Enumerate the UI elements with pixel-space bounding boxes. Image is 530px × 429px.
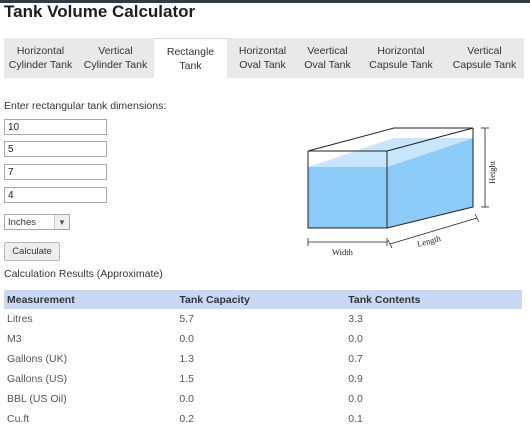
contents-cell: 0.9 xyxy=(348,373,363,385)
tab-rectangle[interactable]: Rectangle Tank xyxy=(154,38,227,78)
contents-cell: 0.7 xyxy=(348,353,363,365)
tab-vertical-oval[interactable]: Veertical Oval Tank xyxy=(298,38,357,78)
length-input[interactable] xyxy=(4,119,107,135)
capacity-cell: 1.3 xyxy=(179,353,194,365)
chevron-down-icon: ▼ xyxy=(54,215,69,229)
dimensions-prompt: Enter rectangular tank dimensions: xyxy=(4,100,167,112)
contents-cell: 3.3 xyxy=(348,313,363,325)
contents-cell: 0.1 xyxy=(348,413,363,425)
tab-vertical-capsule[interactable]: Vertical Capsule Tank xyxy=(445,38,524,78)
measurement-cell: Gallons (UK) xyxy=(7,353,68,365)
page-title: Tank Volume Calculator xyxy=(4,2,196,21)
width-label: Width xyxy=(332,247,354,257)
tab-label: Horizontal Cylinder Tank xyxy=(8,45,73,71)
unit-select[interactable]: Inches ▼ xyxy=(4,214,70,230)
tab-horizontal-capsule[interactable]: Horizontal Capsule Tank xyxy=(357,38,445,78)
column-header-capacity: Tank Capacity xyxy=(176,290,346,309)
table-row: Litres 5.7 3.3 xyxy=(4,309,522,329)
table-row: BBL (US Oil) 0.0 0.0 xyxy=(4,389,522,409)
tab-label: Rectangle Tank xyxy=(166,45,215,72)
capacity-cell: 1.5 xyxy=(179,373,194,385)
tank-outline-top xyxy=(307,127,474,152)
tab-label: Vertical Cylinder Tank xyxy=(83,45,148,71)
tab-horizontal-cylinder[interactable]: Horizontal Cylinder Tank xyxy=(4,38,77,78)
capacity-cell: 5.7 xyxy=(179,313,194,325)
liquid-front-face xyxy=(308,167,387,228)
table-row: Gallons (UK) 1.3 0.7 xyxy=(4,349,522,369)
capacity-cell: 0.2 xyxy=(179,413,194,425)
tab-label: Vertical Capsule Tank xyxy=(452,45,517,71)
unit-select-value: Inches xyxy=(8,217,36,228)
capacity-cell: 0.0 xyxy=(179,333,194,345)
calculate-button[interactable]: Calculate xyxy=(4,242,60,261)
measurement-cell: M3 xyxy=(7,333,22,345)
tab-label: Veertical Oval Tank xyxy=(304,45,351,71)
fill-depth-input[interactable] xyxy=(4,187,107,203)
height-input[interactable] xyxy=(4,164,107,180)
length-dimension-tick xyxy=(387,239,393,249)
tab-horizontal-oval[interactable]: Horizontal Oval Tank xyxy=(227,38,298,78)
results-title: Calculation Results (Approximate) xyxy=(4,268,163,280)
liquid-top-surface xyxy=(308,138,473,167)
tank-outline-side xyxy=(386,128,474,229)
length-dimension-line xyxy=(389,217,478,245)
table-row: Gallons (US) 1.5 0.9 xyxy=(4,369,522,389)
measurement-cell: Cu.ft xyxy=(7,413,30,425)
width-input[interactable] xyxy=(4,141,107,157)
results-header-row: Measurement Tank Capacity Tank Contents xyxy=(4,290,522,309)
length-dimension-tick xyxy=(474,213,480,223)
table-row: M3 0.0 0.0 xyxy=(4,329,522,349)
tab-vertical-cylinder[interactable]: Vertical Cylinder Tank xyxy=(77,38,154,78)
measurement-cell: Litres xyxy=(7,313,33,325)
height-label: Height xyxy=(487,160,497,184)
column-header-measurement: Measurement xyxy=(4,290,177,309)
tab-label: Horizontal Oval Tank xyxy=(238,45,287,71)
measurement-cell: BBL (US Oil) xyxy=(7,393,67,405)
table-row: Cu.ft 0.2 0.1 xyxy=(4,409,522,429)
top-bar xyxy=(0,0,530,3)
tank-diagram: Width Length Height xyxy=(307,127,497,257)
column-header-contents: Tank Contents xyxy=(345,290,522,309)
results-table: Measurement Tank Capacity Tank Contents … xyxy=(4,290,522,429)
liquid-side-face xyxy=(387,138,473,228)
tank-type-tabs: Horizontal Cylinder Tank Vertical Cylind… xyxy=(4,38,524,78)
capacity-cell: 0.0 xyxy=(179,393,194,405)
contents-cell: 0.0 xyxy=(348,333,363,345)
measurement-cell: Gallons (US) xyxy=(7,373,68,385)
contents-cell: 0.0 xyxy=(348,393,363,405)
tab-label: Horizontal Capsule Tank xyxy=(369,45,433,71)
